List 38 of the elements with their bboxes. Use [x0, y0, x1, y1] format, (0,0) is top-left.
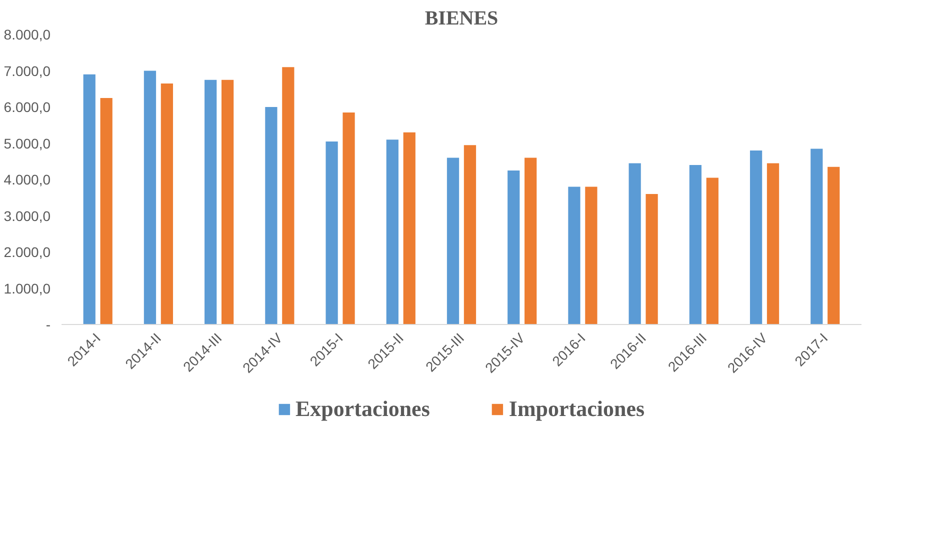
- bar: [524, 158, 537, 324]
- y-tick-label: 7.000,0: [4, 62, 51, 79]
- bar: [689, 165, 702, 324]
- bar: [446, 158, 460, 324]
- y-tick-label: 8.000,0: [4, 26, 51, 42]
- bar: [706, 178, 718, 324]
- bar: [342, 112, 355, 324]
- bar: [810, 148, 823, 324]
- bar: [403, 132, 416, 324]
- bar: [282, 67, 294, 324]
- y-tick-label: -: [46, 316, 51, 332]
- bar: [100, 98, 112, 324]
- y-tick-label: 6.000,0: [4, 99, 51, 115]
- y-tick-label: 3.000,0: [4, 208, 51, 224]
- bar: [83, 74, 96, 324]
- bar: [160, 83, 174, 324]
- y-tick-label: 4.000,0: [4, 172, 51, 188]
- bar: [646, 194, 658, 324]
- bar: [222, 80, 234, 324]
- y-tick-label: 2.000,0: [4, 244, 51, 260]
- legend-label: Importaciones: [508, 396, 645, 422]
- bar: [750, 150, 762, 324]
- bar: [144, 70, 156, 324]
- y-tick-label: 5.000,0: [4, 135, 51, 152]
- legend-label: Exportaciones: [295, 396, 430, 422]
- bar: [464, 145, 476, 324]
- bar: [568, 186, 580, 324]
- bar: [265, 107, 278, 324]
- bar: [508, 170, 520, 324]
- bar: [585, 186, 598, 324]
- bar: [628, 163, 641, 324]
- bar: [326, 141, 338, 324]
- bar: [828, 166, 840, 324]
- bar: [386, 140, 398, 324]
- chart-title: BIENES: [424, 8, 498, 30]
- bar: [766, 163, 780, 324]
- bar: [204, 80, 217, 324]
- y-tick-label: 1.000,0: [4, 280, 51, 296]
